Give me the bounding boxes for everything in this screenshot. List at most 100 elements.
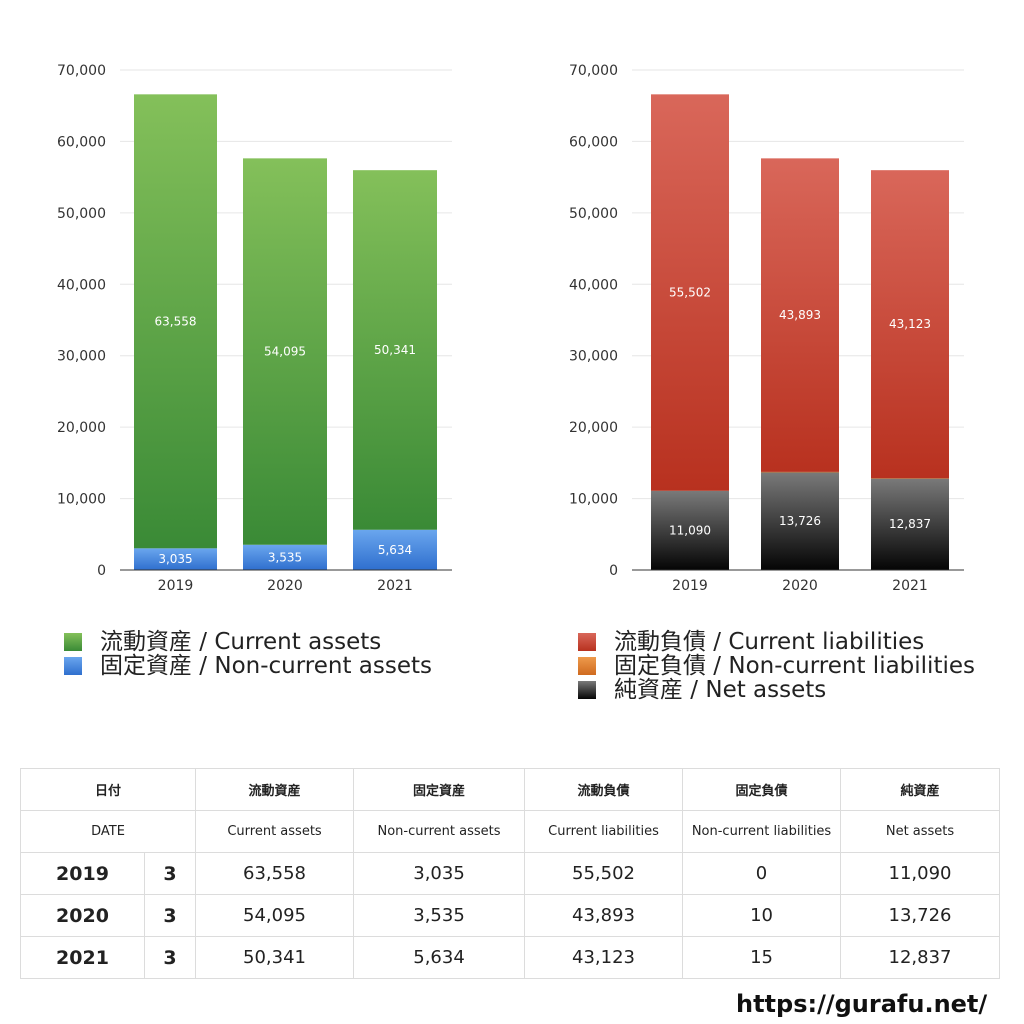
bar-segment: [761, 158, 839, 472]
row-month: 3: [143, 936, 197, 979]
legend-item-current-assets: 流動資産 / Current assets: [64, 630, 432, 654]
legend-label: 固定資産 / Non-current assets: [100, 653, 433, 679]
y-tick-label: 70,000: [57, 63, 106, 79]
data-label: 12,837: [889, 517, 931, 531]
data-label: 43,893: [779, 308, 821, 322]
assets-chart: 0 10,000 20,000 30,000 40,000 50,000 60,000 70,…: [57, 63, 452, 594]
table-cell: 55,502: [524, 852, 684, 895]
legend-label: 純資産 / Net assets: [614, 677, 827, 703]
table-cell: 12,837: [840, 936, 1001, 979]
data-label: 3,535: [268, 550, 302, 564]
y-tick-label: 30,000: [569, 349, 618, 365]
y-tick-label: 40,000: [57, 277, 106, 293]
table-cell: 54,095: [195, 894, 355, 937]
y-tick-label: 50,000: [57, 206, 106, 222]
x-tick-label: 2021: [377, 578, 413, 594]
data-label: 55,502: [669, 286, 711, 300]
table-header-cell: 流動負債: [524, 768, 684, 811]
x-tick-label: 2020: [782, 578, 818, 594]
y-tick-label: 0: [609, 563, 618, 579]
table-header-cell: Current liabilities: [524, 810, 684, 853]
table-cell: 5,634: [353, 936, 526, 979]
data-label: 11,090: [669, 523, 711, 537]
table-cell: 50,341: [195, 936, 355, 979]
liabilities-legend: 流動負債 / Current liabilities 固定負債 / Non-cu…: [578, 630, 975, 702]
legend-swatch-blue: [64, 657, 82, 675]
table-header-cell: 固定資産: [353, 768, 526, 811]
bar-segment: [871, 478, 949, 479]
legend-item-noncurrent-assets: 固定資産 / Non-current assets: [64, 654, 432, 678]
bar-segment: [761, 471, 839, 570]
table-header-cell: Net assets: [840, 810, 1001, 853]
table-cell: 0: [682, 852, 842, 895]
row-year: 2021: [20, 936, 145, 979]
table-header-cell: 固定負債: [682, 768, 842, 811]
table-header-cell: 日付: [19, 768, 197, 811]
row-year: 2019: [20, 852, 145, 895]
row-year: 2020: [20, 894, 145, 937]
bar-segment: [651, 490, 729, 570]
legend-label: 固定負債 / Non-current liabilities: [614, 653, 975, 679]
data-label: 63,558: [155, 314, 197, 328]
bar-segment: [243, 544, 327, 570]
table-row: 2019 3 63,558 3,035 55,502 0 11,090: [20, 852, 1001, 895]
table-header-cell: 流動資産: [195, 768, 355, 811]
legend-item-noncurrent-liabilities: 固定負債 / Non-current liabilities: [578, 654, 975, 678]
table-cell: 43,893: [524, 894, 684, 937]
data-label: 13,726: [779, 514, 821, 528]
bar-segment: [353, 529, 437, 570]
y-tick-label: 70,000: [569, 63, 618, 79]
table-header-row-ja: 日付 流動資産 固定資産 流動負債 固定負債 純資産: [19, 768, 1001, 811]
bar-segment: [134, 548, 217, 570]
legend-swatch-orange: [578, 657, 596, 675]
liabilities-chart: 0 10,000 20,000 30,000 40,000 50,000 60,000 70,…: [569, 63, 964, 594]
y-tick-label: 60,000: [569, 134, 618, 150]
y-tick-label: 60,000: [57, 134, 106, 150]
table-header-cell: DATE: [19, 810, 197, 853]
table-cell: 15: [682, 936, 842, 979]
x-tick-label: 2020: [267, 578, 303, 594]
legend-swatch-black: [578, 681, 596, 699]
legend-swatch-red: [578, 633, 596, 651]
legend-label: 流動資産 / Current assets: [100, 629, 382, 655]
bar-segment: [761, 471, 839, 473]
table-header-cell: Non-current liabilities: [682, 810, 842, 853]
x-tick-label: 2021: [892, 578, 928, 594]
table-cell: 43,123: [524, 936, 684, 979]
row-month: 3: [143, 852, 197, 895]
legend-item-net-assets: 純資産 / Net assets: [578, 678, 975, 702]
y-tick-label: 10,000: [569, 492, 618, 508]
y-tick-label: 0: [97, 563, 106, 579]
data-label: 5,634: [378, 543, 412, 557]
site-url[interactable]: https://gurafu.net/: [736, 990, 988, 1018]
data-label: 43,123: [889, 317, 931, 331]
bar-segment: [871, 170, 949, 479]
table-cell: 3,035: [353, 852, 526, 895]
y-tick-label: 20,000: [57, 420, 106, 436]
y-tick-label: 20,000: [569, 420, 618, 436]
table-header-row-en: DATE Current assets Non-current assets C…: [19, 810, 1001, 853]
legend-label: 流動負債 / Current liabilities: [614, 629, 925, 655]
y-tick-label: 40,000: [569, 277, 618, 293]
legend-swatch-green: [64, 633, 82, 651]
data-label: 50,341: [374, 343, 416, 357]
table-header-cell: Current assets: [195, 810, 355, 853]
table-cell: 10: [682, 894, 842, 937]
legend-item-current-liabilities: 流動負債 / Current liabilities: [578, 630, 975, 654]
bar-segment: [651, 94, 729, 491]
y-tick-label: 50,000: [569, 206, 618, 222]
table-row: 2021 3 50,341 5,634 43,123 15 12,837: [20, 936, 1001, 979]
bar-segment: [353, 170, 437, 530]
table-cell: 11,090: [840, 852, 1001, 895]
assets-legend: 流動資産 / Current assets 固定資産 / Non-current…: [64, 630, 432, 678]
table-row: 2020 3 54,095 3,535 43,893 10 13,726: [20, 894, 1001, 937]
y-tick-label: 10,000: [57, 492, 106, 508]
x-tick-label: 2019: [158, 578, 194, 594]
table-cell: 63,558: [195, 852, 355, 895]
bar-segment: [243, 158, 327, 545]
y-tick-label: 30,000: [57, 349, 106, 365]
data-label: 54,095: [264, 345, 306, 359]
financial-table: 日付 流動資産 固定資産 流動負債 固定負債 純資産 DATE Current …: [19, 768, 1001, 979]
row-month: 3: [143, 894, 197, 937]
table-cell: 13,726: [840, 894, 1001, 937]
